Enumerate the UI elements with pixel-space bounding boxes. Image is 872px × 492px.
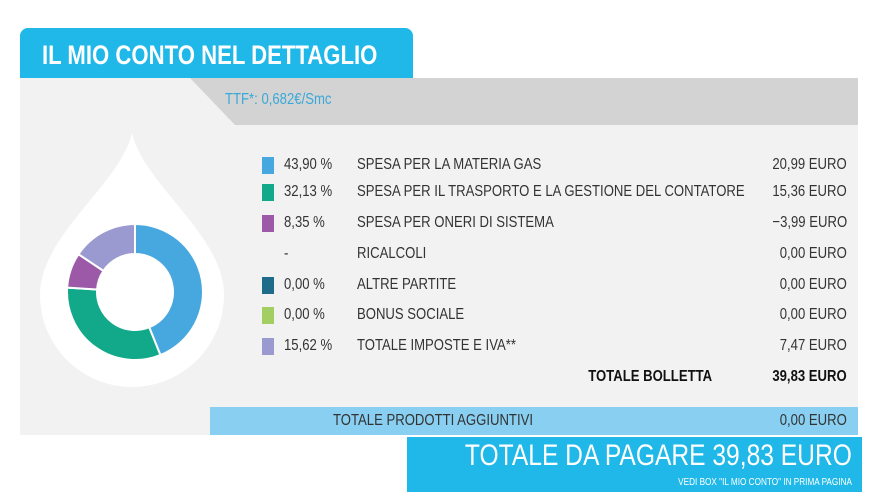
total-bill-label: TOTALE BOLLETTA: [588, 368, 712, 385]
donut-slice: [66, 286, 162, 361]
row-percent: 0,00 %: [284, 276, 325, 293]
breakdown-row: 0,00 % ALTRE PARTITE 0,00 EURO: [262, 274, 847, 296]
row-value: 15,36 EURO: [772, 183, 847, 200]
additional-products-value: 0,00 EURO: [779, 412, 847, 429]
amount-due: TOTALE DA PAGARE 39,83 EURO: [465, 439, 852, 472]
breakdown-row: - RICALCOLI 0,00 EURO: [262, 243, 847, 265]
row-value: 7,47 EURO: [779, 337, 847, 354]
additional-products-label: TOTALE PRODOTTI AGGIUNTIVI: [333, 412, 533, 429]
row-value: 0,00 EURO: [779, 276, 847, 293]
section-title: IL MIO CONTO NEL DETTAGLIO: [42, 40, 378, 70]
legend-swatch: [262, 215, 274, 232]
breakdown-row: 32,13 % SPESA PER IL TRASPORTO E LA GESTI…: [262, 181, 847, 203]
donut-slice: [134, 222, 204, 357]
legend-swatch: [262, 277, 274, 294]
row-label: SPESA PER ONERI DI SISTEMA: [357, 214, 554, 231]
breakdown-row: 43,90 % SPESA PER LA MATERIA GAS 20,99 EUR…: [262, 154, 847, 176]
row-value: 0,00 EURO: [779, 306, 847, 323]
row-label: SPESA PER IL TRASPORTO E LA GESTIONE DEL…: [357, 183, 745, 200]
ttf-band: TTF*: 0,682€/Smc: [190, 78, 858, 125]
ttf-value: TTF*: 0,682€/Smc: [225, 91, 332, 108]
legend-swatch: [262, 157, 274, 174]
breakdown-row: 15,62 % TOTALE IMPOSTE E IVA** 7,47 EURO: [262, 335, 847, 357]
total-bill-value: 39,83 EURO: [772, 368, 847, 385]
row-percent: 15,62 %: [284, 337, 333, 354]
breakdown-row: 8,35 % SPESA PER ONERI DI SISTEMA −3,99 EU…: [262, 212, 847, 234]
row-label: BONUS SOCIALE: [357, 306, 465, 323]
donut-chart: [40, 133, 224, 387]
amount-due-box: TOTALE DA PAGARE 39,83 EURO VEDI BOX "IL…: [407, 437, 862, 492]
row-value: −3,99 EURO: [772, 214, 847, 231]
row-percent: -: [284, 245, 289, 262]
donut-slice: [77, 222, 136, 273]
total-bill-row: TOTALE BOLLETTA 39,83 EURO: [262, 366, 847, 388]
legend-swatch: [262, 184, 274, 201]
row-label: TOTALE IMPOSTE E IVA**: [357, 337, 516, 354]
row-percent: 43,90 %: [284, 156, 333, 173]
row-label: ALTRE PARTITE: [357, 276, 457, 293]
row-label: RICALCOLI: [357, 245, 427, 262]
row-percent: 8,35 %: [284, 214, 325, 231]
legend-swatch: [262, 338, 274, 355]
breakdown-row: 0,00 % BONUS SOCIALE 0,00 EURO: [262, 304, 847, 326]
row-value: 20,99 EURO: [772, 156, 847, 173]
row-label: SPESA PER LA MATERIA GAS: [357, 156, 542, 173]
amount-due-note: VEDI BOX "IL MIO CONTO" IN PRIMA PAGINA: [678, 477, 852, 488]
legend-swatch: [262, 307, 274, 324]
additional-products-row: TOTALE PRODOTTI AGGIUNTIVI 0,00 EURO: [210, 407, 858, 435]
section-header: IL MIO CONTO NEL DETTAGLIO: [20, 28, 413, 78]
row-percent: 32,13 %: [284, 183, 333, 200]
row-value: 0,00 EURO: [779, 245, 847, 262]
row-percent: 0,00 %: [284, 306, 325, 323]
